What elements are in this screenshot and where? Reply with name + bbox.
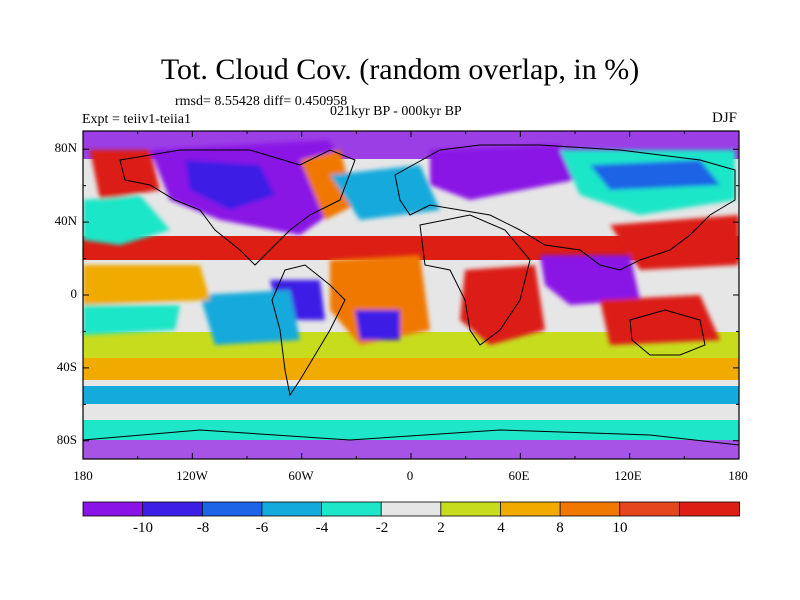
field-southern-cyan-band — [83, 386, 739, 404]
colorbar-swatch — [500, 501, 561, 517]
field-siberia-blue — [590, 160, 720, 190]
experiment-text: Expt = teiiv1-teiia1 — [82, 112, 191, 127]
stats-text: rmsd= 8.55428 diff= 0.450958 — [175, 94, 348, 109]
lat-label-40s: 40S — [56, 359, 77, 374]
lon-label-120w: 120W — [176, 468, 208, 483]
colorbar-tick: 2 — [437, 520, 445, 536]
colorbar-swatch — [142, 501, 204, 517]
colorbar-tick: -4 — [315, 520, 329, 536]
field-north-pacific-high — [610, 215, 739, 270]
lon-label-180e: 180 — [728, 468, 748, 483]
lat-label-80s: 80S — [56, 432, 77, 447]
field-east-pacific-blue — [200, 290, 300, 345]
field-southern-orange-band — [83, 358, 739, 380]
colorbar-tick: 10 — [612, 520, 628, 536]
field-antarctic-band — [83, 440, 739, 459]
colorbar-swatch — [321, 501, 383, 517]
lat-label-40n: 40N — [54, 213, 77, 228]
lon-label-120e: 120E — [614, 468, 642, 483]
field-australia-high — [600, 295, 720, 345]
colorbar — [82, 501, 740, 517]
season-text: DJF — [712, 110, 738, 126]
field-alaska-high — [90, 150, 160, 200]
field-canada-core — [185, 160, 275, 210]
colorbar-tick: 4 — [497, 520, 505, 536]
colorbar-tick: -10 — [133, 520, 153, 536]
colorbar-tick: -8 — [196, 520, 210, 536]
field-antarctic-teal-band — [83, 420, 739, 440]
field-central-pacific-orange — [83, 265, 210, 305]
map-ticks — [82, 131, 740, 459]
lon-label-60w: 60W — [288, 468, 314, 483]
colorbar-swatch — [380, 501, 442, 517]
field-indian-ocean-low — [540, 255, 640, 305]
lat-label-80n: 80N — [54, 140, 77, 155]
lat-label-0: 0 — [70, 286, 78, 301]
field-north-pacific-teal — [83, 195, 170, 245]
field-atlantic-high — [300, 150, 355, 220]
lon-label-0: 0 — [406, 468, 414, 483]
colorbar-tick: -6 — [255, 520, 269, 536]
colorbar-swatch — [82, 501, 144, 517]
coast-australia — [629, 309, 706, 356]
coast-eurasia — [394, 144, 736, 271]
coastlines — [83, 144, 739, 446]
colorbar-tick: 8 — [556, 520, 564, 536]
coast-north-america — [119, 149, 356, 266]
colorbar-swatch — [261, 501, 323, 517]
colorbar-swatch — [619, 501, 681, 517]
lon-label-60e: 60E — [508, 468, 530, 483]
field-south-atlantic-low — [355, 310, 400, 340]
coast-antarctica — [83, 429, 739, 446]
field-scandinavia-low — [430, 145, 575, 200]
colorbar-swatch — [201, 501, 263, 517]
field-south-pacific-teal — [83, 305, 180, 335]
period-text: 021kyr BP - 000kyr BP — [330, 104, 462, 119]
field-north-atlantic-blue — [330, 165, 440, 220]
coast-africa — [419, 214, 531, 346]
map-title: Tot. Cloud Cov. (random overlap, in %) — [160, 53, 640, 86]
coast-south-america — [271, 264, 346, 397]
lon-label-180w: 180 — [73, 468, 93, 483]
map-field — [83, 131, 739, 459]
colorbar-tick: -2 — [375, 520, 389, 536]
colorbar-swatch — [440, 501, 502, 517]
colorbar-swatch — [678, 501, 740, 517]
colorbar-swatch — [559, 501, 621, 517]
field-atlantic-tropical-high — [330, 255, 430, 345]
